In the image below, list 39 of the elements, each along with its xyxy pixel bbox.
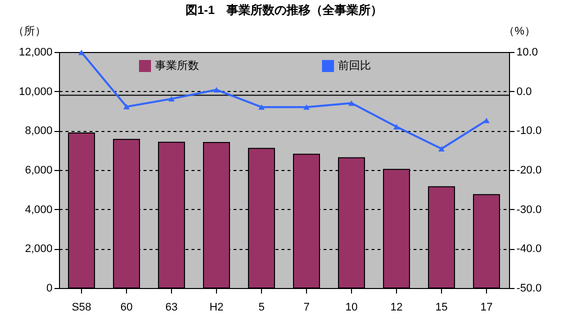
x-tick-label: 63 xyxy=(165,302,178,314)
y-tick-label: 4,000 xyxy=(24,204,52,216)
point xyxy=(483,118,490,124)
chart-title: 図1-1 事業所数の推移（全事業所） xyxy=(185,3,383,17)
point xyxy=(78,50,85,56)
legend-label: 前回比 xyxy=(338,59,371,72)
y2-tick-label: -50.0 xyxy=(516,282,542,294)
x-tick-label: 5 xyxy=(258,302,265,314)
y-tick-label: 0 xyxy=(46,282,52,294)
x-tick-label: 12 xyxy=(390,302,403,314)
x-tick-label: 7 xyxy=(303,302,310,314)
legend-label: 事業所数 xyxy=(155,59,199,72)
y-tick-label: 6,000 xyxy=(24,164,52,176)
y2-axis-title: （%） xyxy=(504,26,536,38)
x-tick-label: S58 xyxy=(72,302,92,314)
y2-tick-label: -20.0 xyxy=(516,164,542,176)
x-tick-label: 17 xyxy=(480,302,493,314)
y2-tick-label: -10.0 xyxy=(516,125,542,138)
point xyxy=(303,104,310,110)
y-tick-label: 10,000 xyxy=(18,86,52,98)
x-tick-label: 60 xyxy=(120,302,133,314)
y-tick-label: 8,000 xyxy=(24,125,52,138)
x-tick-label: H2 xyxy=(209,302,224,314)
y-tick-label: 2,000 xyxy=(24,243,52,256)
y2-tick-label: 10.0 xyxy=(516,46,538,58)
point xyxy=(348,100,355,106)
y2-tick-label: -40.0 xyxy=(516,243,542,256)
y2-tick-label: 0.0 xyxy=(516,86,532,98)
y2-tick-label: -30.0 xyxy=(516,204,542,216)
y-axis-title: （所） xyxy=(13,24,46,38)
point xyxy=(438,146,445,152)
point xyxy=(258,104,265,110)
y-tick-label: 12,000 xyxy=(18,46,52,58)
point xyxy=(168,96,175,102)
point xyxy=(393,124,400,130)
x-tick-label: 10 xyxy=(345,302,358,314)
x-tick-label: 15 xyxy=(435,302,448,314)
point xyxy=(213,87,220,92)
point xyxy=(123,104,130,110)
